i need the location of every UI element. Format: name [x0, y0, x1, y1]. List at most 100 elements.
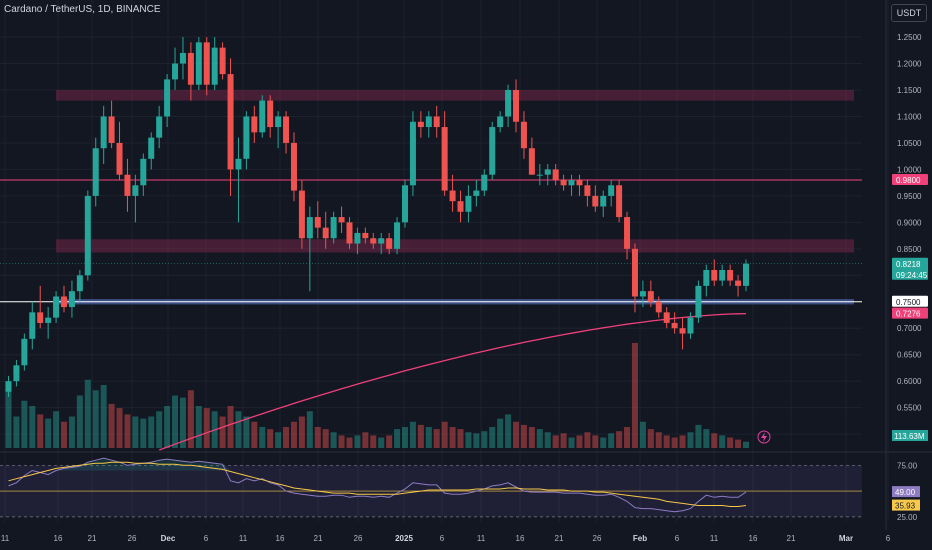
x-tick-label: 6: [204, 534, 209, 543]
candle-body: [584, 185, 591, 196]
volume-bar: [267, 429, 274, 448]
volume-bar: [441, 421, 448, 448]
candle-body: [267, 100, 274, 128]
candle-body: [679, 328, 686, 334]
candle-body: [592, 195, 599, 207]
candle-body: [243, 116, 250, 159]
candle-body: [616, 185, 623, 218]
candle-body: [576, 180, 583, 186]
candle-body: [172, 63, 179, 80]
candle-body: [441, 127, 448, 191]
x-tick-label: 21: [787, 534, 796, 543]
volume-bar: [243, 416, 250, 448]
y-tick-label: 1.1500: [897, 86, 922, 95]
volume-bar: [76, 395, 83, 448]
candle-body: [449, 190, 456, 202]
candle-body: [536, 174, 543, 176]
volume-bar: [513, 421, 520, 448]
resistance-zone: [56, 239, 854, 253]
volume-bar: [552, 435, 559, 448]
volume-bar: [290, 421, 297, 448]
x-tick-label: 16: [276, 534, 285, 543]
volume-bar: [457, 429, 464, 448]
volume-bar: [703, 429, 710, 448]
volume-bar: [53, 411, 60, 448]
x-tick-label: 6: [886, 534, 891, 543]
rsi-tag-label: 49.00: [895, 488, 916, 497]
volume-bar: [5, 390, 12, 448]
candle-body: [195, 42, 202, 85]
volume-bar: [298, 416, 305, 448]
y-tick-label: 0.9000: [897, 218, 922, 227]
volume-bar: [592, 435, 599, 448]
volume-bar: [409, 421, 416, 448]
candle-body: [719, 270, 726, 281]
candle-body: [68, 291, 75, 308]
volume-bar: [124, 414, 131, 448]
volume-bar: [156, 411, 163, 448]
x-tick-label: 6: [440, 534, 445, 543]
price-tag: [892, 257, 928, 280]
candle-body: [53, 296, 60, 318]
volume-bar: [45, 418, 52, 448]
volume-bar: [600, 437, 607, 448]
volume-bar: [497, 418, 504, 448]
candle-body: [211, 47, 218, 85]
volume-bar: [108, 403, 115, 448]
volume-bar: [164, 406, 171, 448]
rsi-tag: [892, 486, 920, 498]
candle-body: [140, 158, 147, 186]
candle-body: [409, 121, 416, 186]
candle-body: [624, 217, 631, 249]
candle-body: [219, 47, 226, 75]
y-tick-label: 0.6500: [897, 351, 922, 360]
volume-bar: [616, 431, 623, 448]
x-tick-label: 11: [1, 534, 10, 543]
volume-bar: [663, 435, 670, 448]
candle-body: [45, 317, 52, 323]
candle-body: [671, 322, 678, 329]
volume-bar: [283, 427, 290, 448]
volume-bar: [179, 397, 186, 448]
candle-body: [362, 232, 369, 239]
candle-body: [370, 238, 377, 244]
volume-bar: [148, 416, 155, 448]
candle-body: [378, 238, 385, 244]
candle-body: [314, 217, 321, 228]
volume-bar: [608, 433, 615, 448]
volume-bar: [92, 390, 99, 448]
candle-body: [275, 116, 282, 128]
candle-body: [639, 291, 646, 297]
volume-bar: [219, 416, 226, 448]
candle-body: [608, 185, 615, 196]
candle-body: [61, 296, 68, 308]
x-tick-label: 21: [314, 534, 323, 543]
candle-body: [742, 263, 749, 286]
x-tick-label: Dec: [161, 534, 176, 543]
volume-bar: [251, 421, 258, 448]
y-tick-label: 0.9500: [897, 192, 922, 201]
volume-bar: [61, 421, 68, 448]
x-tick-label: 11: [477, 534, 486, 543]
candle-body: [29, 312, 36, 339]
x-tick-label: 2025: [395, 534, 413, 543]
lightning-icon-bolt: [761, 432, 767, 442]
volume-bar: [172, 395, 179, 448]
candle-body: [544, 169, 551, 175]
candle-body: [695, 285, 702, 318]
candle-body: [489, 127, 496, 175]
volume-bar: [425, 427, 432, 448]
price-tag-label: 0.9800: [896, 176, 921, 185]
currency-button[interactable]: USDT: [891, 4, 927, 22]
x-tick-label: 16: [516, 534, 525, 543]
y-tick-label: 0.5500: [897, 404, 922, 413]
lightning-icon[interactable]: [757, 430, 771, 444]
volume-bar: [568, 437, 575, 448]
volume-bar: [370, 435, 377, 448]
volume-bar: [711, 433, 718, 448]
x-tick-label: 21: [88, 534, 97, 543]
candle-body: [306, 217, 313, 239]
candle-body: [417, 121, 424, 128]
candle-body: [354, 232, 361, 244]
